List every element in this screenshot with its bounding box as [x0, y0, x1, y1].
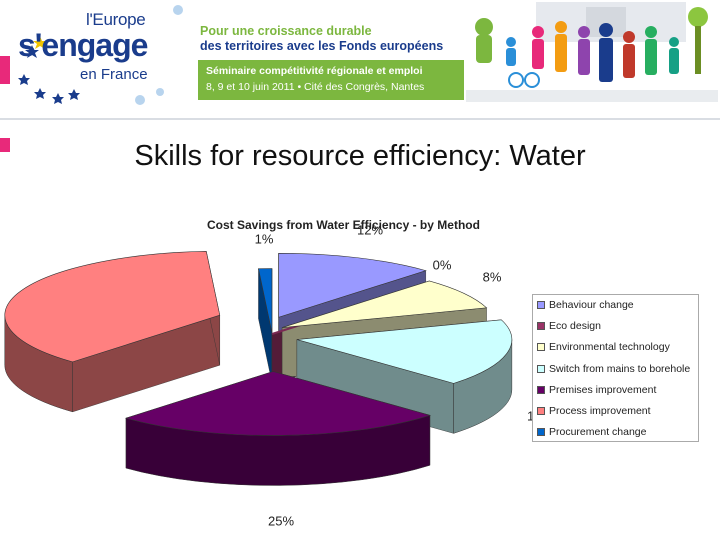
legend-label: Eco design — [549, 320, 601, 333]
legend-item: Process improvement — [537, 404, 651, 418]
chart-legend: Behaviour change Eco design Environmental … — [532, 294, 699, 442]
legend-item: Switch from mains to borehole — [537, 362, 690, 376]
pie-slice-5 — [4, 251, 221, 363]
legend-label: Premises improvement — [549, 383, 657, 396]
legend-item: Procurement change — [537, 425, 646, 439]
eu-stars-icon — [18, 5, 183, 105]
legend-label: Process improvement — [549, 405, 651, 417]
accent-bar — [0, 138, 10, 152]
legend-item: Eco design — [537, 319, 601, 333]
legend-swatch — [537, 364, 545, 373]
divider — [0, 118, 720, 120]
data-label: 25% — [267, 513, 295, 529]
data-label: 1% — [254, 231, 274, 247]
legend-item: Premises improvement — [537, 383, 656, 397]
logo-text: s'engage — [18, 27, 148, 63]
legend-item: Environmental technology — [537, 340, 670, 354]
legend-swatch — [537, 322, 545, 331]
legend-label: Behaviour change — [549, 299, 634, 311]
legend-swatch — [537, 407, 545, 415]
tagline: des territoires avec les Fonds européens — [200, 39, 444, 53]
pie-slice-6 — [258, 268, 273, 333]
legend-swatch — [537, 301, 545, 309]
pie-slice-3 — [296, 319, 513, 384]
legend-swatch — [537, 428, 545, 437]
accent-bar — [0, 56, 10, 84]
pie-slice-0 — [278, 252, 427, 318]
legend-label: Environmental technology — [549, 341, 670, 354]
logo-text: l'Europe — [86, 10, 146, 29]
legend-label: Procurement change — [549, 426, 647, 439]
people-illustration-icon — [466, 2, 718, 102]
legend-swatch — [537, 343, 545, 352]
data-label: 0% — [432, 257, 452, 273]
header-banner: l'Europe s'engage en France Pour une cro… — [0, 0, 720, 152]
slide-title: Skills for resource efficiency: Water — [134, 140, 586, 172]
event-title: Séminaire compétitivité régionale et emp… — [206, 65, 423, 77]
chart-title: Cost Savings from Water Efficiency - by … — [207, 218, 480, 232]
legend-item: Behaviour change — [537, 298, 634, 312]
data-label: 12% — [356, 222, 384, 238]
event-box: Séminaire compétitivité régionale et emp… — [198, 60, 464, 100]
pie-slice-2 — [282, 280, 488, 328]
event-date: 8, 9 et 10 juin 2011 • Cité des Congrès,… — [206, 81, 425, 93]
data-label: 8% — [482, 269, 502, 285]
logo-text: en France — [80, 66, 148, 83]
tagline: Pour une croissance durable — [200, 24, 372, 38]
legend-label: Switch from mains to borehole — [549, 362, 691, 375]
pie-slice-4 — [124, 371, 431, 436]
legend-swatch — [537, 385, 545, 394]
